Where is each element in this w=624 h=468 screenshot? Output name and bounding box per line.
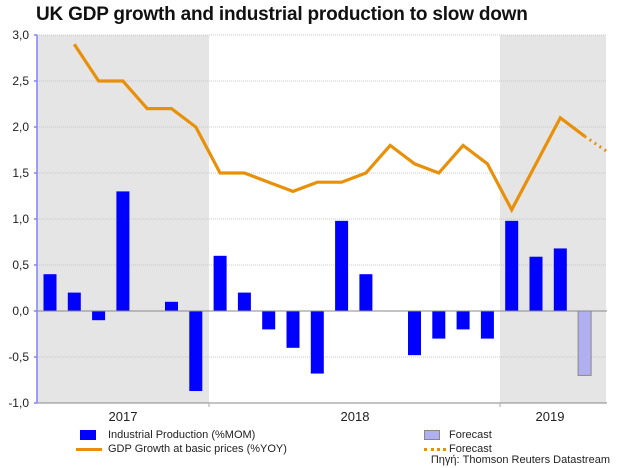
y-tick-label: 1,5 <box>12 166 29 180</box>
legend-item-forecast-bar: Forecast <box>424 428 492 442</box>
legend-swatch-forecast-line <box>424 447 446 451</box>
legend-swatch-line <box>76 447 102 451</box>
legend-item-industrial-production: Industrial Production (%MOM) <box>76 428 287 442</box>
legend-label: Forecast <box>449 443 492 455</box>
y-tick-label: -1,0 <box>8 396 29 410</box>
legend-swatch-bar <box>80 430 96 440</box>
bar <box>116 191 130 311</box>
y-tick-label: 3,0 <box>12 28 29 42</box>
legend-item-gdp-growth: GDP Growth at basic prices (%YOY) <box>76 442 287 456</box>
legend-label: Industrial Production (%MOM) <box>108 429 256 441</box>
x-year-label: 2019 <box>536 409 565 424</box>
legend-left: Industrial Production (%MOM) GDP Growth … <box>76 428 287 456</box>
bar <box>310 311 324 374</box>
y-tick-label: 2,5 <box>12 74 29 88</box>
bar <box>213 255 227 311</box>
legend-label: GDP Growth at basic prices (%YOY) <box>108 443 287 455</box>
legend-label: Forecast <box>449 429 492 441</box>
y-tick-label: -0,5 <box>8 350 29 364</box>
chart-title: UK GDP growth and industrial production … <box>36 4 528 25</box>
gdp-line <box>72 43 586 214</box>
y-tick-label: 0,0 <box>12 304 29 318</box>
y-tick-label: 2,0 <box>12 120 29 134</box>
bar <box>359 274 373 311</box>
bar <box>480 311 494 339</box>
forecast-bar <box>577 310 592 376</box>
bar <box>505 220 519 311</box>
bar <box>189 311 203 392</box>
bar <box>335 220 349 311</box>
bar <box>456 311 470 330</box>
legend-right: Forecast Forecast <box>424 428 492 456</box>
bar <box>67 292 81 311</box>
bar <box>553 248 567 311</box>
bar <box>237 292 251 311</box>
bar <box>432 311 446 339</box>
source-note: Πηγή: Thomson Reuters Datastream <box>430 454 610 466</box>
forecast-line <box>583 134 610 154</box>
y-tick-label: 0,5 <box>12 258 29 272</box>
legend-item-forecast-line: Forecast <box>424 442 492 456</box>
x-year-label: 2018 <box>341 409 370 424</box>
bar <box>262 311 276 330</box>
legend-swatch-forecast-bar <box>424 430 440 440</box>
bar <box>529 256 543 311</box>
bar <box>408 311 421 356</box>
bar <box>92 311 106 321</box>
x-year-label: 2017 <box>109 409 138 424</box>
bar <box>43 274 57 311</box>
bar <box>286 311 300 348</box>
bar <box>165 301 178 311</box>
y-tick-label: 1,0 <box>12 212 29 226</box>
